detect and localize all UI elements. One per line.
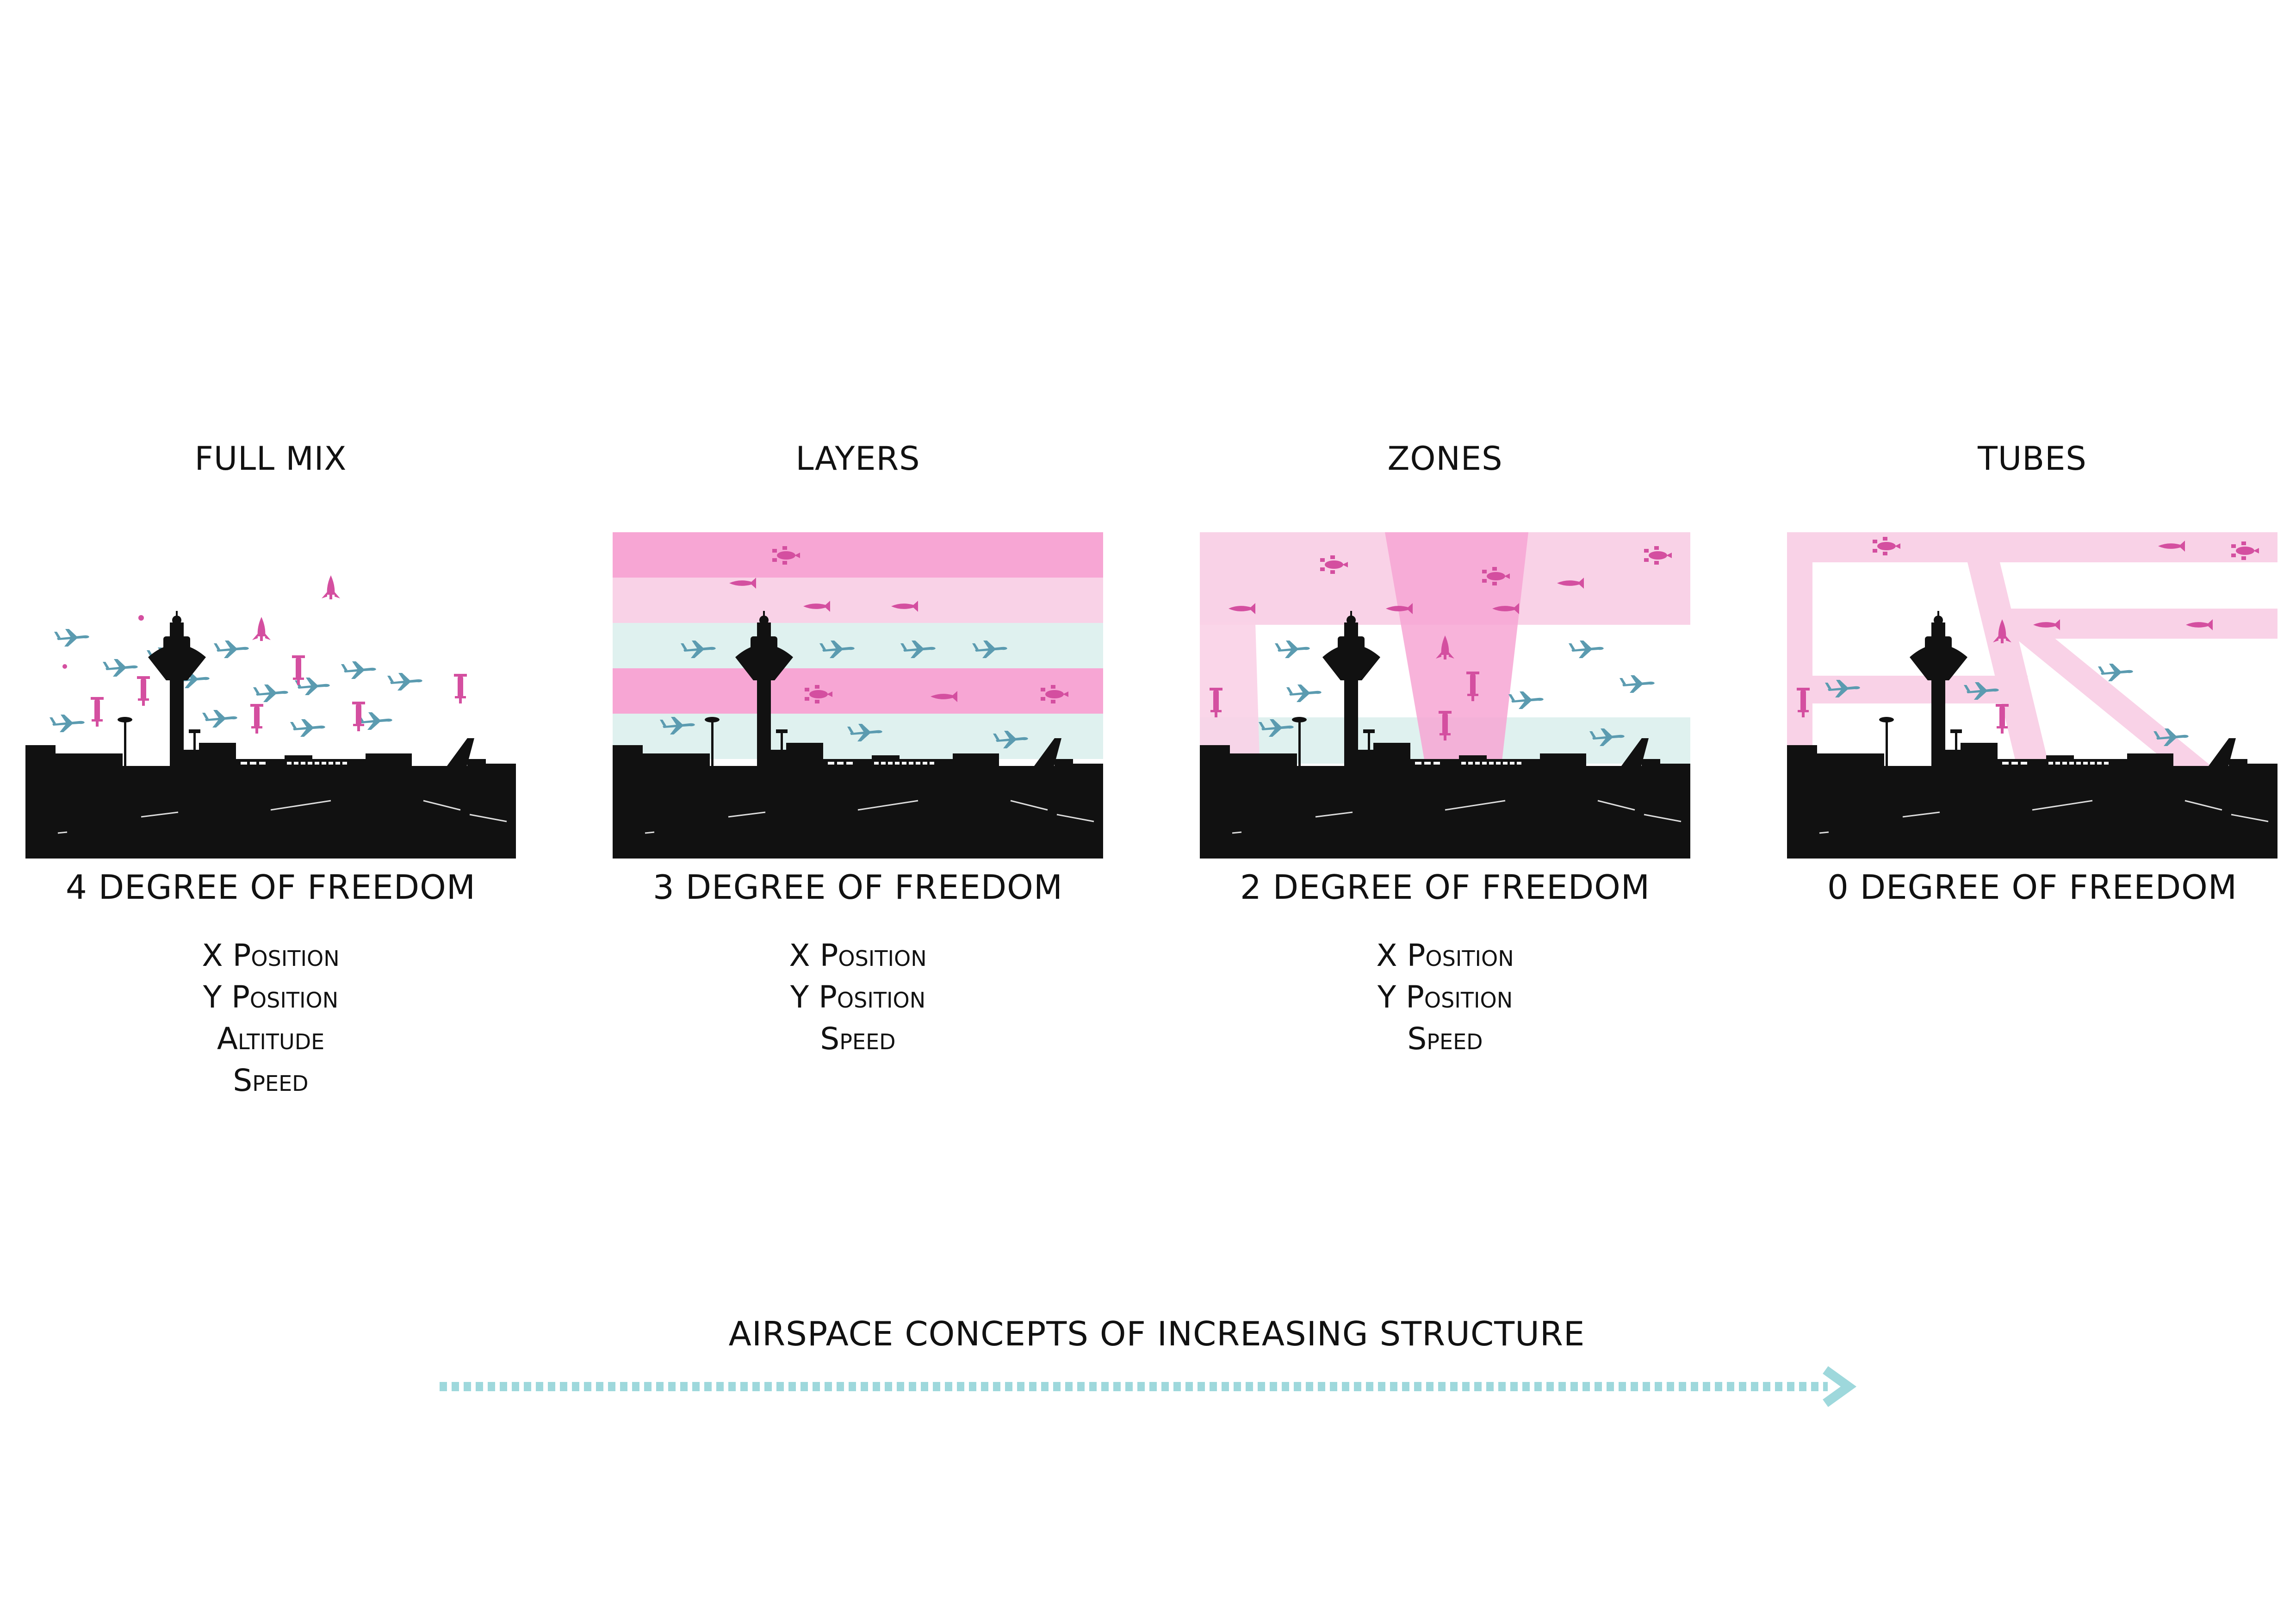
panel-title: FULL MIX <box>25 440 516 478</box>
drone-icon <box>137 676 150 706</box>
parameter-item: X Position <box>1200 935 1690 977</box>
footer-caption: AIRSPACE CONCEPTS OF INCREASING STRUCTUR… <box>648 1314 1666 1353</box>
airplane-icon <box>1286 684 1322 702</box>
panel-title: TUBES <box>1787 440 2277 478</box>
airplane-icon <box>50 715 85 732</box>
airplane-icon <box>202 710 237 728</box>
airplane-icon <box>341 661 376 679</box>
tubes-illustration <box>1787 532 2277 859</box>
airplane-icon <box>1569 641 1604 658</box>
airplane-icon <box>214 641 249 658</box>
parameter-item: X Position <box>613 935 1103 977</box>
panel-title: ZONES <box>1200 440 1690 478</box>
uav-layer <box>613 578 1103 623</box>
uav-layer <box>613 532 1103 578</box>
panel-title: LAYERS <box>613 440 1103 478</box>
scene-full-mix <box>25 532 516 859</box>
scene-zones <box>1200 532 1690 859</box>
airplane-icon <box>387 673 422 691</box>
aircraft-layer <box>613 623 1103 668</box>
degree-of-freedom-label: 4 DEGREE OF FREEDOM <box>7 868 534 907</box>
parameter-item: Y Position <box>613 977 1103 1018</box>
drone-icon <box>322 575 340 599</box>
parameter-list: X Position Y Position Altitude Speed <box>25 935 516 1101</box>
parameter-list: X Position Y Position Speed <box>1200 935 1690 1060</box>
drone-icon <box>250 704 263 734</box>
drone-icon <box>292 655 305 685</box>
parameter-item: Y Position <box>1200 977 1690 1018</box>
drone-icon <box>91 697 104 727</box>
full-mix-illustration <box>25 532 516 859</box>
parameter-item: Speed <box>613 1018 1103 1060</box>
parameter-item: Speed <box>1200 1018 1690 1060</box>
uav-layer <box>613 668 1103 714</box>
degree-of-freedom-label: 0 DEGREE OF FREEDOM <box>1769 868 2296 907</box>
parameter-item: Speed <box>25 1060 516 1101</box>
airplane-icon <box>1508 691 1544 709</box>
parameter-item: X Position <box>25 935 516 977</box>
drone-icon <box>352 702 365 731</box>
airplane-icon <box>103 659 138 677</box>
scene-layers <box>613 532 1103 859</box>
degree-of-freedom-label: 3 DEGREE OF FREEDOM <box>594 868 1122 907</box>
parameter-list: X Position Y Position Speed <box>613 935 1103 1060</box>
uav-tubes <box>1787 532 2277 773</box>
zones-illustration <box>1200 532 1690 859</box>
degree-of-freedom-label: 2 DEGREE OF FREEDOM <box>1181 868 1709 907</box>
progress-arrow-icon <box>435 1365 1860 1407</box>
airplane-icon <box>290 719 325 737</box>
scene-tubes <box>1787 532 2277 859</box>
parameter-item: Altitude <box>25 1018 516 1060</box>
drone-icon <box>454 674 467 703</box>
parameter-item: Y Position <box>25 977 516 1018</box>
airplane-icon <box>1620 675 1655 693</box>
airport-silhouette <box>25 611 516 859</box>
layers-illustration <box>613 532 1103 859</box>
aircraft-layer <box>613 714 1103 759</box>
airplane-icon <box>253 684 288 702</box>
airplane-icon <box>54 629 89 647</box>
airplane-icon <box>357 712 392 730</box>
mixed-traffic <box>50 575 467 737</box>
drone-icon <box>252 617 271 641</box>
airplane-icon <box>1275 641 1310 658</box>
airplane-icon <box>295 678 330 695</box>
